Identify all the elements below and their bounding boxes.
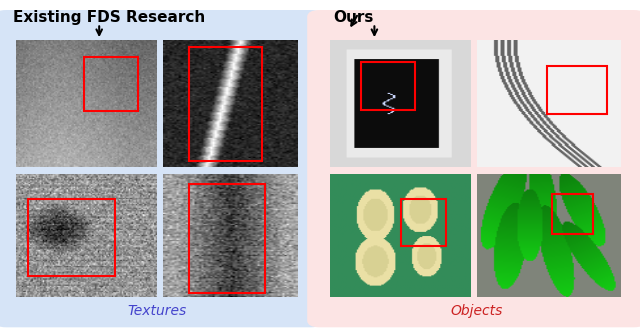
- FancyBboxPatch shape: [307, 10, 640, 327]
- Bar: [547, 66, 607, 114]
- Bar: [552, 194, 593, 233]
- Bar: [361, 62, 415, 111]
- FancyBboxPatch shape: [0, 10, 323, 327]
- Text: Existing FDS Research: Existing FDS Research: [13, 10, 205, 25]
- Bar: [84, 57, 138, 111]
- Bar: [189, 47, 262, 161]
- Text: Textures: Textures: [127, 304, 186, 318]
- Bar: [189, 184, 265, 293]
- Text: Ours: Ours: [333, 10, 373, 25]
- Bar: [401, 199, 445, 246]
- Bar: [28, 199, 115, 276]
- Text: Objects: Objects: [451, 304, 503, 318]
